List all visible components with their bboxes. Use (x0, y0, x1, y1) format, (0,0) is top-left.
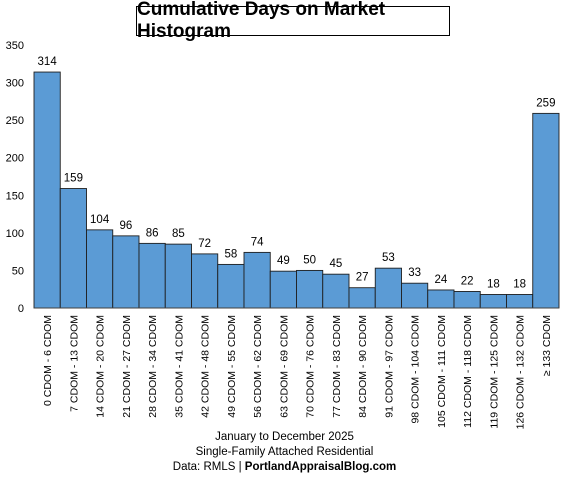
y-tick-label: 150 (6, 190, 24, 202)
x-category-label: ≥ 133 CDOM (541, 315, 553, 376)
x-category-label: 112 CDOM - 118 CDOM (462, 315, 474, 428)
x-category-label: 119 CDOM - 125 CDOM (488, 315, 500, 429)
x-category-label: 14 CDOM - 20 CDOM (95, 315, 107, 418)
x-category-label: 70 CDOM - 76 CDOM (305, 315, 317, 418)
bar-value-label: 18 (513, 278, 526, 290)
x-category-label: 105 CDOM - 111 CDOM (436, 315, 448, 428)
x-category-label: 28 CDOM - 34 CDOM (147, 315, 159, 418)
bar-value-label: 159 (64, 173, 83, 185)
bar-value-label: 24 (434, 274, 447, 286)
histogram-bar (112, 235, 140, 309)
histogram-bar (348, 287, 376, 309)
bar-value-label: 104 (90, 214, 110, 226)
histogram-bar (217, 263, 245, 309)
histogram-bar (479, 294, 507, 309)
y-tick-label: 50 (12, 265, 24, 277)
bar-value-label: 314 (38, 56, 58, 68)
x-category-label: 56 CDOM - 62 CDOM (252, 315, 264, 418)
histogram-bar (86, 229, 114, 309)
x-category-label: 98 CDOM - 104 CDOM (410, 315, 422, 424)
x-category-label: 0 CDOM - 6 CDOM (42, 315, 54, 406)
histogram-bar (532, 112, 560, 309)
bar-value-label: 53 (382, 252, 395, 264)
y-tick-label: 0 (18, 303, 24, 315)
histogram-bar (33, 71, 61, 309)
y-tick-label: 100 (6, 228, 24, 240)
bar-value-label: 85 (172, 228, 185, 240)
histogram-bar (164, 243, 192, 309)
footer-property-type: Single-Family Attached Residential (195, 446, 374, 458)
footer-date-range: January to December 2025 (215, 431, 354, 443)
x-category-label: 21 CDOM - 27 CDOM (121, 315, 133, 418)
x-category-label: 7 CDOM - 13 CDOM (68, 315, 80, 412)
x-category-label: 77 CDOM - 83 CDOM (331, 315, 343, 418)
y-tick-label: 200 (6, 153, 24, 165)
bar-value-label: 74 (251, 236, 264, 248)
bar-value-label: 22 (461, 275, 474, 287)
histogram-bar (374, 267, 402, 309)
y-tick-label: 250 (6, 115, 24, 127)
footer-source-site: PortlandAppraisalBlog.com (244, 461, 397, 473)
footer-source-prefix: Data: RMLS | (172, 461, 245, 473)
bar-value-label: 259 (536, 97, 555, 109)
histogram-bar (138, 242, 166, 309)
histogram-bar (59, 188, 87, 309)
histogram-bar (506, 294, 534, 309)
bar-value-label: 58 (224, 248, 237, 260)
bar-value-label: 96 (119, 220, 132, 232)
x-category-label: 63 CDOM - 69 CDOM (278, 315, 290, 418)
x-category-label: 35 CDOM - 41 CDOM (173, 315, 185, 418)
bar-value-label: 49 (277, 255, 290, 267)
histogram-bar (427, 289, 455, 309)
histogram-bar (453, 291, 481, 309)
histogram-bar (269, 270, 297, 309)
x-category-label: 49 CDOM - 55 CDOM (226, 315, 238, 418)
y-tick-label: 350 (6, 40, 24, 52)
chart-title-box: Cumulative Days on Market Histogram (136, 0, 450, 42)
histogram-bar (322, 273, 350, 309)
footer-source: Data: RMLS | PortlandAppraisalBlog.com (0, 460, 569, 474)
x-category-label: 91 CDOM - 97 CDOM (383, 315, 395, 418)
bar-value-label: 72 (198, 238, 211, 250)
y-tick-label: 300 (6, 78, 24, 90)
bar-value-label: 27 (356, 272, 369, 284)
x-category-label: 42 CDOM - 48 CDOM (200, 315, 212, 418)
bar-value-label: 50 (303, 254, 316, 266)
bar-value-label: 18 (487, 278, 500, 290)
x-category-label: 84 CDOM - 90 CDOM (357, 315, 369, 418)
histogram-bar (296, 269, 324, 309)
histogram-bar (191, 253, 219, 309)
bar-value-label: 45 (329, 258, 342, 270)
bar-value-label: 86 (146, 227, 159, 239)
chart-title: Cumulative Days on Market Histogram (137, 0, 386, 42)
histogram-bar (401, 282, 429, 309)
histogram-bar (243, 251, 271, 309)
bar-value-label: 33 (408, 267, 421, 279)
x-category-label: 126 CDOM - 132 CDOM (515, 315, 527, 429)
